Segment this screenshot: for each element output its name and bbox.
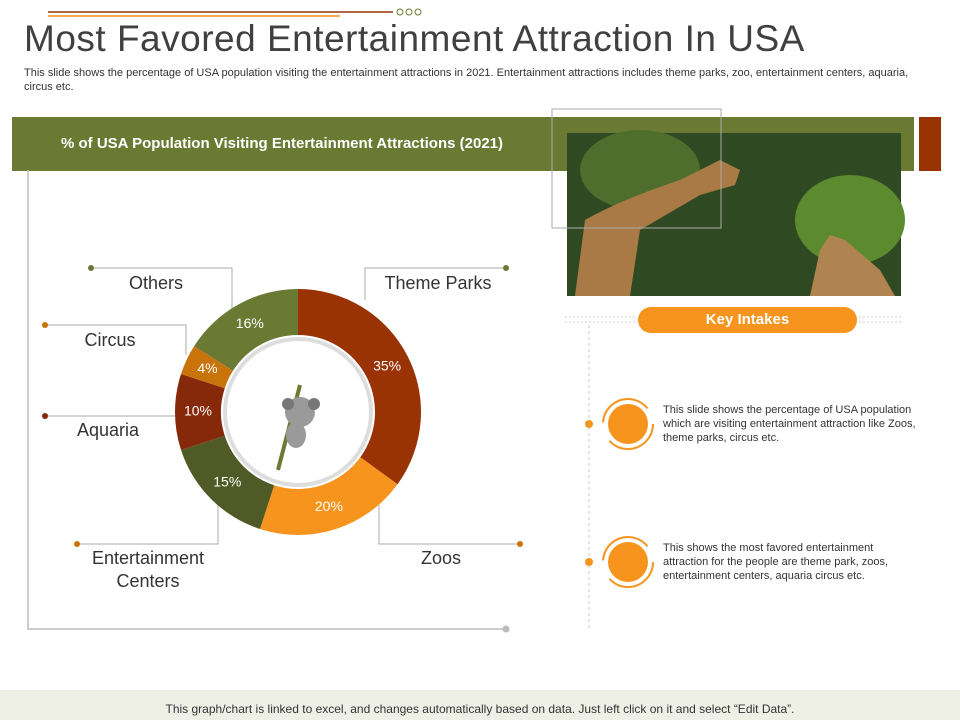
deco-dots bbox=[396, 8, 422, 16]
donut-slice bbox=[298, 289, 422, 485]
category-label: Theme Parks bbox=[384, 273, 492, 293]
key-intakes-pill bbox=[638, 307, 857, 333]
category-label: Zoos bbox=[420, 548, 462, 568]
donut-chart: 35% 20% 15% 10% 4% 16% bbox=[175, 289, 422, 535]
grass-strip bbox=[0, 690, 960, 720]
subtitle: This slide shows the percentage of USA p… bbox=[24, 67, 909, 93]
data-label: 35% bbox=[373, 357, 401, 373]
category-label: Others bbox=[128, 273, 184, 293]
photo-frame bbox=[551, 108, 722, 229]
key-intake-text: This slide shows the percentage of USA p… bbox=[663, 404, 916, 444]
data-label: 4% bbox=[197, 360, 217, 376]
data-label: 20% bbox=[315, 498, 343, 514]
key-intakes-title: Key Intakes bbox=[705, 311, 790, 328]
footer: This graph/chart is linked to excel, and… bbox=[165, 702, 795, 716]
title: Most Favored Entertainment Attraction In… bbox=[24, 18, 805, 59]
category-label: Entertainment Centers bbox=[91, 548, 205, 591]
donut-slice bbox=[175, 373, 225, 451]
accent-bar bbox=[919, 117, 941, 171]
photo bbox=[567, 130, 905, 296]
chart-title: % of USA Population Visiting Entertainme… bbox=[61, 135, 503, 152]
hatch bbox=[565, 316, 903, 323]
category-label: Aquaria bbox=[76, 420, 140, 440]
key-intake-text: This shows the most favored entertainmen… bbox=[663, 542, 889, 582]
donut-slice bbox=[194, 289, 298, 371]
dot bbox=[502, 625, 510, 633]
data-label: 16% bbox=[236, 315, 264, 331]
data-label: 10% bbox=[184, 403, 212, 419]
donut-slice bbox=[181, 435, 275, 529]
category-label: Circus bbox=[84, 330, 136, 350]
frame-line bbox=[27, 170, 506, 630]
icon-2 bbox=[585, 536, 654, 588]
donut-slice bbox=[181, 346, 233, 389]
donut-slice bbox=[259, 457, 398, 535]
connector-dots bbox=[42, 265, 523, 547]
koala-icon bbox=[276, 384, 320, 471]
data-label: 15% bbox=[213, 473, 241, 489]
icon-1 bbox=[585, 398, 654, 450]
